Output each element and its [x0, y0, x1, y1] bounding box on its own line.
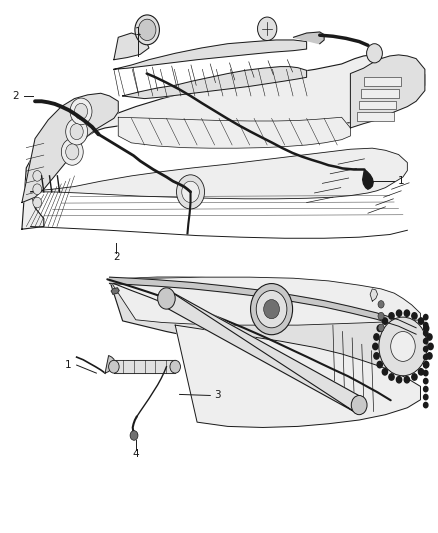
Circle shape	[418, 369, 424, 375]
Circle shape	[424, 394, 428, 400]
Circle shape	[177, 175, 205, 209]
Circle shape	[404, 376, 410, 383]
Circle shape	[382, 369, 388, 375]
Circle shape	[424, 362, 428, 368]
Circle shape	[389, 374, 394, 380]
Circle shape	[412, 374, 417, 380]
Circle shape	[427, 353, 432, 359]
Circle shape	[377, 361, 382, 368]
Circle shape	[424, 325, 429, 332]
Circle shape	[382, 318, 388, 324]
Circle shape	[389, 313, 394, 319]
Circle shape	[70, 124, 83, 140]
Circle shape	[424, 346, 428, 352]
Polygon shape	[22, 93, 118, 203]
Text: 1: 1	[134, 27, 141, 37]
Text: 3: 3	[215, 391, 221, 400]
Circle shape	[130, 431, 138, 440]
Polygon shape	[31, 148, 407, 199]
Bar	[364, 77, 401, 86]
Circle shape	[374, 353, 379, 359]
Circle shape	[256, 290, 287, 328]
Polygon shape	[175, 325, 420, 427]
Polygon shape	[110, 277, 420, 325]
Circle shape	[424, 402, 428, 408]
Text: 1: 1	[64, 360, 71, 370]
Text: 2: 2	[113, 252, 120, 262]
Circle shape	[135, 15, 159, 45]
Circle shape	[396, 376, 402, 383]
Circle shape	[61, 139, 83, 165]
Circle shape	[33, 197, 42, 208]
Polygon shape	[114, 40, 307, 69]
Polygon shape	[363, 169, 373, 189]
Circle shape	[264, 300, 279, 319]
Circle shape	[424, 322, 428, 328]
Circle shape	[391, 332, 415, 361]
Circle shape	[374, 334, 379, 340]
Circle shape	[138, 19, 156, 41]
Polygon shape	[22, 55, 425, 229]
Polygon shape	[123, 67, 307, 99]
Circle shape	[158, 288, 175, 309]
Circle shape	[424, 354, 428, 360]
Circle shape	[378, 301, 384, 308]
Circle shape	[33, 171, 42, 181]
Circle shape	[170, 360, 180, 373]
Polygon shape	[118, 117, 350, 148]
Polygon shape	[370, 289, 378, 301]
Polygon shape	[293, 32, 324, 44]
Polygon shape	[114, 360, 175, 373]
Circle shape	[367, 44, 382, 63]
Polygon shape	[105, 356, 115, 373]
Polygon shape	[163, 290, 362, 413]
Circle shape	[373, 343, 378, 350]
Circle shape	[412, 313, 417, 319]
Circle shape	[379, 317, 427, 376]
Polygon shape	[110, 277, 416, 334]
Text: 4: 4	[132, 449, 139, 459]
Circle shape	[418, 318, 424, 324]
Circle shape	[378, 324, 384, 332]
Circle shape	[424, 361, 429, 368]
Circle shape	[378, 312, 384, 320]
Text: 2: 2	[12, 91, 18, 101]
Circle shape	[109, 360, 119, 373]
Circle shape	[424, 370, 428, 376]
Circle shape	[258, 17, 277, 41]
Circle shape	[251, 284, 293, 335]
Circle shape	[377, 325, 382, 332]
Polygon shape	[111, 288, 119, 294]
Circle shape	[396, 310, 402, 317]
Circle shape	[404, 310, 410, 317]
Polygon shape	[110, 277, 420, 372]
Polygon shape	[114, 33, 149, 60]
Circle shape	[428, 343, 433, 350]
Circle shape	[424, 386, 428, 392]
Circle shape	[424, 314, 428, 320]
Circle shape	[74, 103, 88, 119]
Circle shape	[424, 378, 428, 384]
Circle shape	[33, 184, 42, 195]
Text: 1: 1	[398, 176, 404, 186]
Bar	[357, 112, 394, 121]
Circle shape	[424, 330, 428, 336]
Circle shape	[182, 181, 199, 203]
Circle shape	[424, 338, 428, 344]
Circle shape	[66, 118, 88, 145]
Circle shape	[70, 98, 92, 125]
Polygon shape	[350, 55, 425, 128]
Circle shape	[66, 144, 79, 160]
Circle shape	[427, 334, 432, 340]
Circle shape	[351, 395, 367, 415]
Bar	[361, 89, 399, 98]
Bar	[359, 101, 396, 109]
